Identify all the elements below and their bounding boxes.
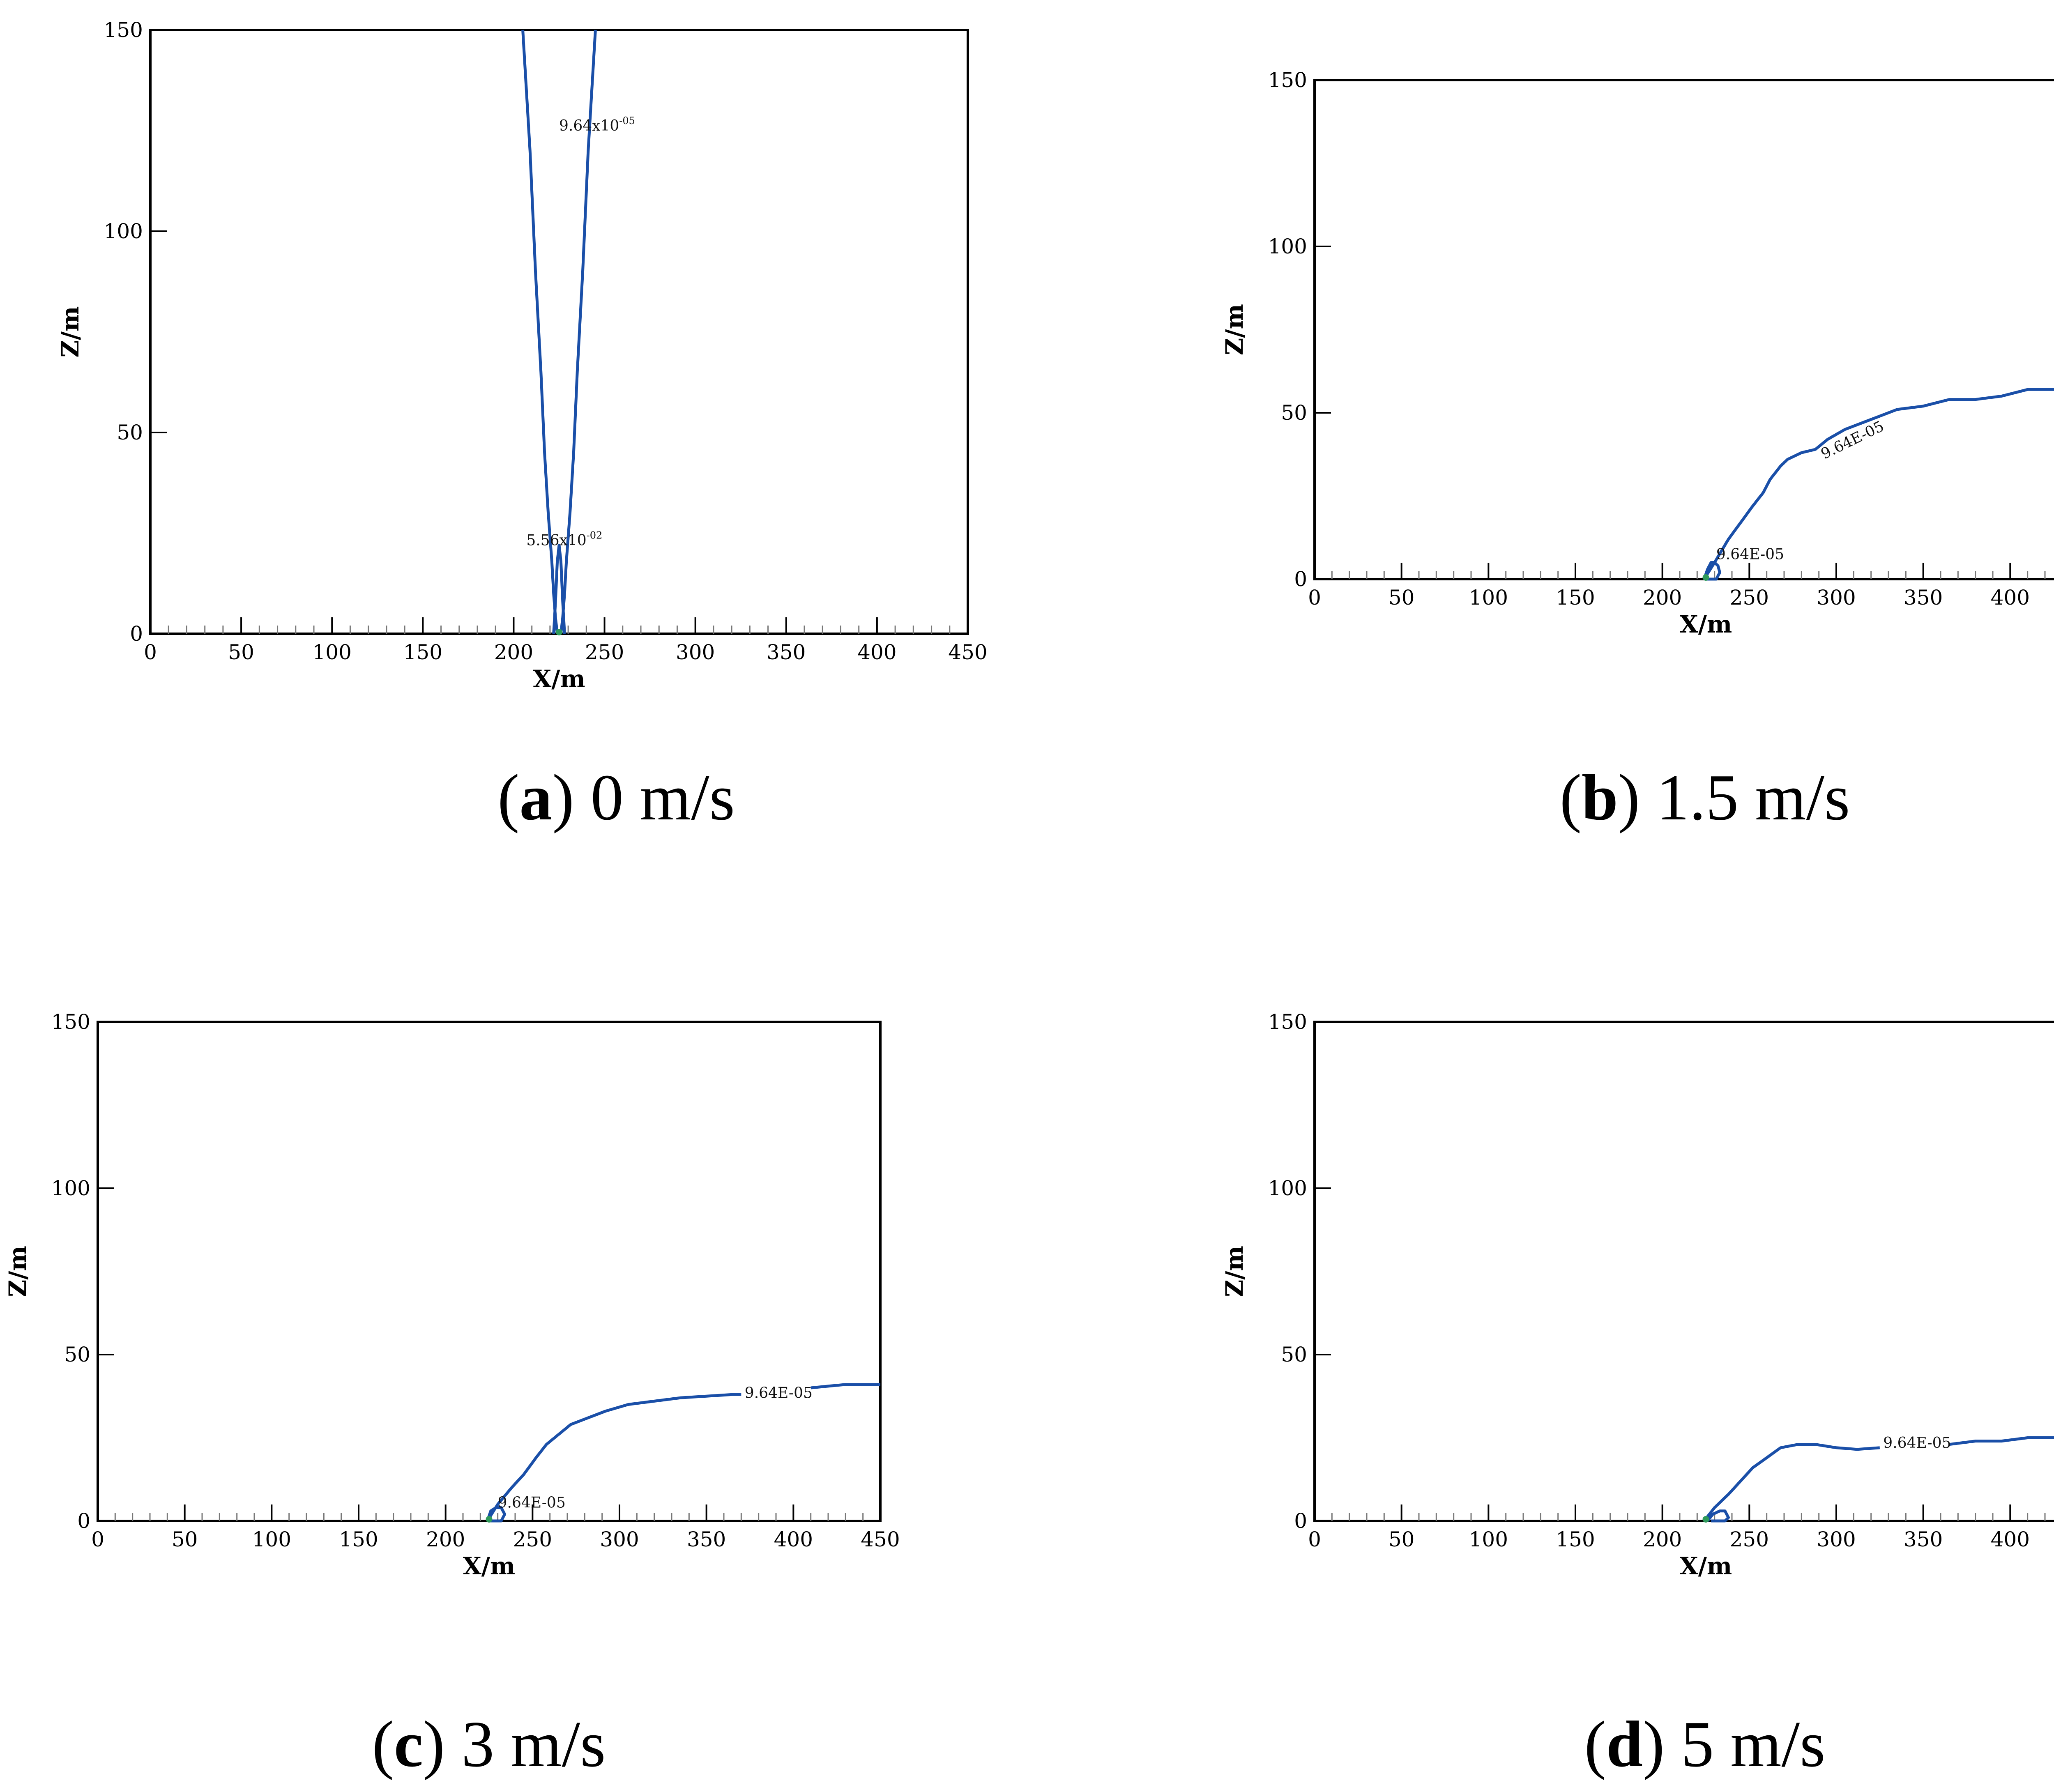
contour-label: 5.56x10-02: [526, 529, 602, 549]
x-tick-label: 350: [767, 640, 806, 664]
y-tick-label: 0: [77, 1509, 90, 1533]
x-tick-label: 350: [1904, 586, 1943, 610]
x-tick-label: 100: [1469, 1527, 1508, 1551]
x-axis-label: X/m: [533, 665, 585, 693]
plot-frame: [1313, 79, 2054, 580]
y-axis-label: Z/m: [1220, 1246, 1248, 1297]
panel-caption: (b) 1.5 m/s: [1560, 761, 1850, 834]
plot-frame: [97, 1021, 882, 1522]
source-marker: [1702, 574, 1709, 581]
x-tick-label: 400: [1991, 1527, 2030, 1551]
contour-line: [1703, 388, 2054, 580]
contour-label: 9.64E-05: [745, 1385, 813, 1401]
x-tick-label: 0: [1308, 1527, 1321, 1551]
y-tick-label: 50: [1281, 401, 1307, 425]
y-tick-label: 50: [117, 421, 143, 444]
x-tick-label: 0: [91, 1527, 104, 1551]
x-tick-label: 200: [1643, 1527, 1682, 1551]
x-tick-label: 50: [1389, 586, 1415, 610]
x-tick-label: 150: [1556, 586, 1595, 610]
contour-line: [552, 543, 566, 634]
y-tick-label: 0: [130, 622, 143, 646]
contour-line: [486, 1393, 741, 1522]
y-tick-label: 50: [1281, 1343, 1307, 1366]
contour-label: 9.64E-05: [1716, 546, 1784, 563]
x-tick-label: 400: [1991, 586, 2030, 610]
x-tick-label: 100: [313, 640, 352, 664]
y-axis-label: Z/m: [4, 1246, 32, 1297]
x-tick-label: 300: [1817, 586, 1856, 610]
y-tick-label: 0: [1294, 1509, 1307, 1533]
x-tick-label: 0: [144, 640, 157, 664]
y-tick-label: 0: [1294, 567, 1307, 591]
y-tick-label: 150: [1268, 1010, 1307, 1034]
contour-line: [1949, 1436, 2054, 1446]
chart-panel-c: 0 50 100 150 200 250 300 350 400 450 0 50 100 150 X/m Z…: [4, 1010, 900, 1780]
y-tick-label: 100: [104, 219, 143, 243]
x-tick-label: 250: [1730, 586, 1769, 610]
contour-label: 9.64x10-05: [559, 115, 635, 134]
x-tick-label: 50: [228, 640, 254, 664]
x-tick-label: 150: [339, 1527, 378, 1551]
x-axis-label: X/m: [1680, 1552, 1732, 1580]
x-tick-label: 300: [676, 640, 715, 664]
x-tick-label: 350: [1904, 1527, 1943, 1551]
contour-line: [811, 1383, 880, 1389]
chart-panel-a: 0 50 100 150 200 250 300 350 400 450 0 50 100 150 X/m Z…: [56, 18, 988, 834]
contour-label: 9.64E-05: [498, 1495, 566, 1511]
contour-line: [1706, 1509, 1730, 1523]
contour-line: [486, 1506, 507, 1523]
contour-line: [1703, 1443, 1880, 1522]
x-tick-label: 300: [1817, 1527, 1856, 1551]
x-tick-label: 300: [600, 1527, 639, 1551]
x-tick-label: 100: [252, 1527, 291, 1551]
x-tick-label: 50: [1389, 1527, 1415, 1551]
y-tick-label: 150: [104, 18, 143, 42]
x-tick-label: 450: [861, 1527, 900, 1551]
y-tick-label: 100: [51, 1176, 90, 1200]
source-marker: [556, 629, 562, 635]
x-tick-label: 200: [426, 1527, 465, 1551]
contour-label: 9.64E-05: [1883, 1435, 1951, 1452]
panel-caption: (a) 0 m/s: [497, 761, 735, 834]
source-marker: [486, 1516, 493, 1523]
x-tick-label: 0: [1308, 586, 1321, 610]
x-tick-label: 400: [774, 1527, 813, 1551]
y-axis-label: Z/m: [1220, 304, 1248, 355]
y-tick-label: 150: [1268, 68, 1307, 92]
y-axis-label: Z/m: [56, 306, 84, 358]
x-tick-label: 50: [172, 1527, 198, 1551]
x-tick-label: 250: [1730, 1527, 1769, 1551]
y-tick-label: 100: [1268, 1176, 1307, 1200]
x-tick-label: 200: [1643, 586, 1682, 610]
x-tick-label: 250: [513, 1527, 552, 1551]
x-tick-label: 450: [948, 640, 987, 664]
chart-panel-b: 050100150200250300350400450050100150X/mZ…: [1220, 68, 2054, 834]
y-tick-label: 50: [64, 1343, 90, 1366]
contour-line: [1702, 561, 1721, 581]
source-marker: [1702, 1516, 1709, 1523]
y-tick-label: 100: [1268, 235, 1307, 258]
x-tick-label: 400: [857, 640, 896, 664]
x-tick-label: 250: [585, 640, 624, 664]
x-tick-label: 150: [1556, 1527, 1595, 1551]
x-tick-label: 350: [687, 1527, 726, 1551]
panel-caption: (d) 5 m/s: [1584, 1707, 1826, 1780]
x-axis-label: X/m: [463, 1552, 516, 1580]
panel-caption: (c) 3 m/s: [372, 1707, 606, 1780]
y-tick-label: 150: [51, 1010, 90, 1034]
x-tick-label: 100: [1469, 586, 1508, 610]
chart-panel-d: 050100150200250300350400450050100150X/mZ…: [1220, 1010, 2054, 1780]
x-tick-label: 150: [403, 640, 442, 664]
x-axis-label: X/m: [1680, 610, 1732, 638]
x-tick-label: 200: [494, 640, 533, 664]
